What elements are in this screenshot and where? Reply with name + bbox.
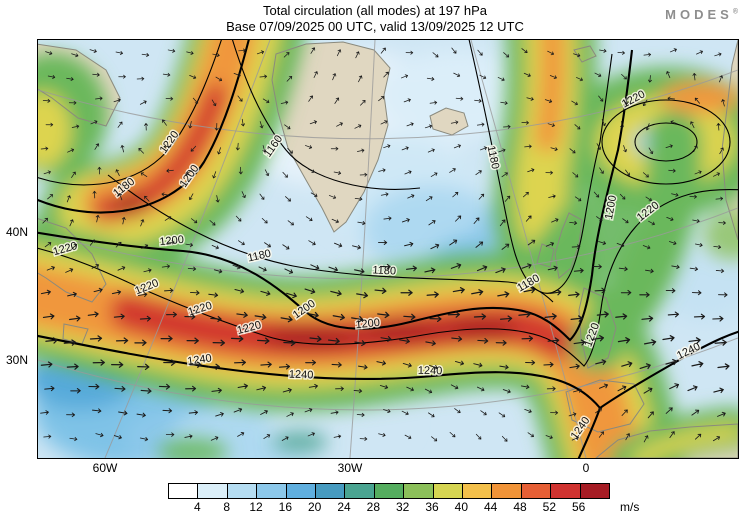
colorbar-segment xyxy=(403,484,433,498)
lon-tick-label: 60W xyxy=(92,461,118,475)
contour-label: 1200 xyxy=(603,194,619,220)
colorbar-tick-label: 52 xyxy=(542,500,557,514)
colorbar-segment xyxy=(256,484,286,498)
colorbar-tick-label: 48 xyxy=(513,500,527,514)
wind-speed-fill xyxy=(38,40,738,458)
colorbar-ticks: 4 8 12 16 20 24 28 32 36 40 44 48 52 56 xyxy=(168,500,608,515)
colorbar-segment xyxy=(373,484,404,498)
contour-label: 1180 xyxy=(372,264,396,277)
colorbar-segment xyxy=(169,484,198,498)
contour-label: 1240 xyxy=(289,369,314,382)
colorbar-segment xyxy=(226,484,257,498)
lat-tick-label: 40N xyxy=(5,225,28,239)
lat-tick-label: 30N xyxy=(5,353,28,367)
colorbar-tick-label: 20 xyxy=(307,500,322,514)
lon-tick-label: 0 xyxy=(582,461,590,475)
colorbar-tick-label: 12 xyxy=(249,500,263,514)
title-line-2: Base 07/09/2025 00 UTC, valid 13/09/2025… xyxy=(226,19,524,34)
colorbar-segment xyxy=(550,484,580,498)
colorbar-segments xyxy=(168,483,610,499)
lon-labels: 60W 30W 0 xyxy=(38,461,738,476)
colorbar-segment xyxy=(462,484,492,498)
colorbar-tick-label: 28 xyxy=(366,500,381,514)
colorbar-segment xyxy=(491,484,521,498)
colorbar-tick-label: 36 xyxy=(425,500,439,514)
colorbar-segment xyxy=(197,484,227,498)
graticule xyxy=(38,40,738,458)
colorbar-tick-label: 40 xyxy=(454,500,469,514)
colorbar-tick-label: 8 xyxy=(223,500,230,514)
colorbar-tick-label: 44 xyxy=(483,500,498,514)
title-line-1: Total circulation (all modes) at 197 hPa xyxy=(262,3,487,18)
colorbar-segment xyxy=(520,484,551,498)
colorbar-tick-label: 16 xyxy=(278,500,293,514)
colorbar-segment xyxy=(432,484,463,498)
colorbar-segment xyxy=(315,484,345,498)
chart-title: Total circulation (all modes) at 197 hPa… xyxy=(20,3,730,35)
colorbar-tick-label: 24 xyxy=(337,500,351,514)
colorbar-segment xyxy=(344,484,374,498)
map-frame: 1220 1200 1160 1180 1180 1200 1220 1220 1220 1200… xyxy=(37,39,739,459)
colorbar-tick-label: 32 xyxy=(395,500,410,514)
modes-logo: MODES® xyxy=(665,7,738,22)
colorbar-unit-label: m/s xyxy=(620,500,640,514)
logo-mark: ® xyxy=(732,8,738,16)
contour-label: 1240 xyxy=(418,365,443,377)
colorbar-segment xyxy=(579,484,610,498)
wind-arrows xyxy=(40,47,730,443)
lon-tick-label: 30W xyxy=(337,461,363,475)
colorbar-segment xyxy=(285,484,316,498)
lat-labels: 40N 30N xyxy=(0,40,35,458)
colorbar-tick-label: 56 xyxy=(571,500,586,514)
colorbar-tick-label: 4 xyxy=(193,500,201,514)
